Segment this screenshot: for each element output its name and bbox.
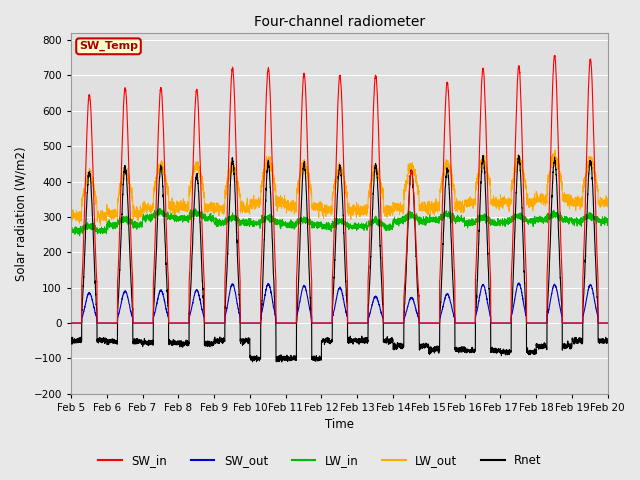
- Legend: SW_in, SW_out, LW_in, LW_out, Rnet: SW_in, SW_out, LW_in, LW_out, Rnet: [93, 449, 547, 472]
- Text: SW_Temp: SW_Temp: [79, 41, 138, 51]
- Title: Four-channel radiometer: Four-channel radiometer: [254, 15, 425, 29]
- X-axis label: Time: Time: [325, 419, 354, 432]
- Y-axis label: Solar radiation (W/m2): Solar radiation (W/m2): [15, 146, 28, 281]
